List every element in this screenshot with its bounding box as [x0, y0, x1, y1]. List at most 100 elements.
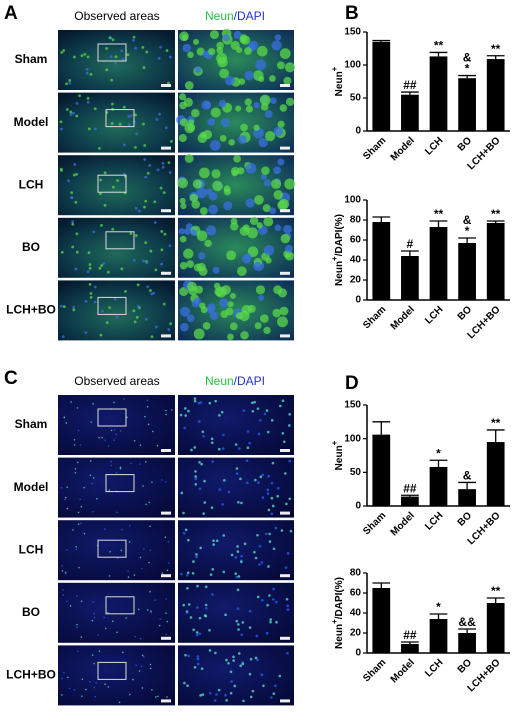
- cell: [62, 588, 64, 591]
- cell: [272, 692, 276, 695]
- cell: [227, 490, 231, 494]
- cell: [126, 53, 130, 57]
- cell: [195, 633, 199, 637]
- cell: [223, 188, 232, 196]
- cell: [233, 154, 241, 163]
- cell: [74, 267, 78, 271]
- cell: [182, 603, 185, 607]
- cell: [269, 620, 272, 624]
- cell: [146, 285, 149, 289]
- cell: [281, 399, 285, 403]
- cell: [133, 574, 136, 576]
- cell: [258, 418, 262, 422]
- cell: [165, 598, 167, 600]
- cell: [263, 412, 267, 416]
- cell: [228, 139, 235, 146]
- cell: [72, 111, 75, 115]
- cell: [201, 430, 205, 434]
- cell: [283, 440, 286, 444]
- cell: [127, 570, 129, 572]
- bar: [486, 603, 505, 653]
- cell: [146, 609, 149, 611]
- cell: [143, 144, 147, 147]
- cell: [212, 539, 215, 543]
- image-background: [58, 155, 175, 216]
- row-label: LCH: [19, 177, 44, 191]
- cell: [64, 572, 67, 575]
- cell: [245, 481, 249, 485]
- cell: [266, 430, 270, 434]
- cell: [264, 110, 273, 118]
- cell: [247, 246, 259, 258]
- zoom-image: [178, 582, 294, 643]
- cell: [218, 99, 227, 108]
- cell: [248, 40, 259, 51]
- cell: [59, 120, 63, 124]
- cell: [279, 306, 289, 316]
- cell: [221, 447, 225, 450]
- cell: [279, 48, 291, 60]
- cell: [121, 57, 125, 61]
- y-tick-label: 80: [350, 215, 362, 226]
- cell: [241, 621, 245, 624]
- roi-box: [97, 174, 127, 193]
- cell: [183, 228, 191, 236]
- cell: [278, 674, 282, 678]
- cell: [230, 222, 239, 231]
- cell: [225, 658, 228, 662]
- cell: [69, 113, 73, 117]
- cell: [237, 628, 240, 631]
- cell: [195, 631, 199, 634]
- cell: [161, 572, 164, 574]
- cell: [258, 294, 265, 301]
- cell: [119, 467, 122, 470]
- cell: [258, 545, 262, 548]
- zoom-image: [176, 92, 295, 153]
- cell: [270, 178, 282, 190]
- cell: [144, 241, 148, 245]
- cell: [73, 163, 77, 166]
- cell: [285, 597, 289, 601]
- cell: [184, 653, 187, 657]
- cell: [196, 662, 200, 666]
- cell: [270, 696, 273, 699]
- cell: [134, 46, 137, 50]
- cell: [156, 168, 160, 172]
- cell: [248, 441, 251, 445]
- cell: [275, 600, 278, 604]
- cell: [213, 282, 221, 290]
- label-part: /DAPI(%): [334, 214, 345, 256]
- cell: [277, 158, 285, 166]
- cell: [219, 298, 229, 308]
- cell: [205, 188, 213, 196]
- y-axis-label: Neun+: [330, 440, 345, 470]
- cell: [246, 446, 250, 450]
- cell: [144, 461, 147, 463]
- y-axis-label: Neun+: [330, 66, 345, 96]
- cell: [260, 673, 264, 677]
- cell: [240, 330, 249, 340]
- y-tick-label: 100: [344, 433, 361, 444]
- cell: [134, 113, 137, 117]
- cell: [91, 619, 94, 622]
- x-tick-label: Model: [389, 510, 417, 538]
- cell: [271, 504, 275, 508]
- cell: [152, 291, 155, 295]
- cell: [75, 114, 79, 118]
- cell: [122, 172, 126, 176]
- cell: [149, 609, 152, 612]
- cell: [80, 505, 83, 508]
- cell: [197, 133, 208, 143]
- cell: [238, 78, 246, 85]
- scale-bar: [280, 511, 290, 515]
- cell: [66, 549, 68, 551]
- cell: [285, 97, 295, 106]
- cell: [115, 315, 119, 319]
- significance-mark: **: [491, 42, 501, 56]
- cell: [75, 172, 78, 176]
- cell: [210, 441, 214, 444]
- cell: [278, 288, 288, 298]
- cell: [110, 122, 114, 125]
- cell: [72, 305, 76, 309]
- cell: [84, 299, 88, 303]
